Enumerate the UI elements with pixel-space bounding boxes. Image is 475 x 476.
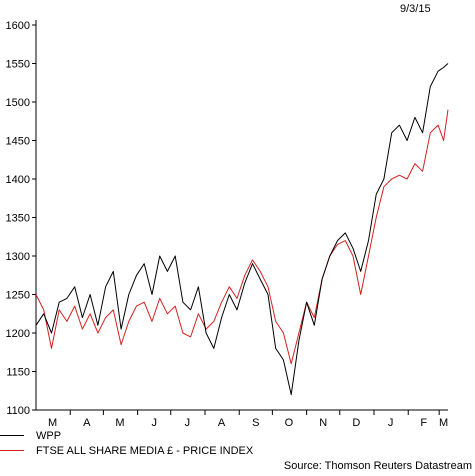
series-lines [35,63,449,396]
series-line-ftse [35,109,449,365]
legend-label-ftse: FTSE ALL SHARE MEDIA £ - PRICE INDEX [36,444,254,457]
x-tick-label: D [352,417,360,429]
y-tick-label: 1300 [6,251,30,263]
x-tick-label: O [285,417,294,429]
date-label: 9/3/15 [400,3,431,15]
y-tick-label: 1100 [6,405,30,417]
y-tick-label: 1450 [6,136,30,148]
x-tick-label: J [185,417,191,429]
y-tick-label: 1350 [6,213,30,225]
x-tick-label: A [83,417,91,429]
x-tick-label: J [151,417,157,429]
y-tick-label: 1150 [6,367,30,379]
y-tick-label: 1600 [6,20,30,32]
legend-item-ftse: FTSE ALL SHARE MEDIA £ - PRICE INDEX [0,443,253,458]
y-tick-label: 1500 [6,97,30,109]
legend: WPP FTSE ALL SHARE MEDIA £ - PRICE INDEX [0,428,253,458]
x-tick-label: M [115,417,124,429]
x-tick-label: J [388,417,394,429]
y-tick-label: 1400 [6,174,30,186]
source-note: Source: Thomson Reuters Datastream [283,460,472,472]
legend-label-wpp: WPP [36,429,62,442]
series-line-wpp [35,63,449,396]
x-tick-label: F [420,417,427,429]
x-tick-label: M [439,417,448,429]
legend-swatch-wpp [0,435,24,436]
x-tick-label: N [319,417,327,429]
legend-item-wpp: WPP [0,428,253,443]
x-tick-label: A [218,417,226,429]
y-tick-label: 1200 [6,328,30,340]
y-tick-label: 1250 [6,290,30,302]
x-tick-label: S [252,417,259,429]
y-axis: 1100 1150 1200 1250 1300 1350 1400 1450 1500 1550… [6,20,37,417]
x-tick-label: M [48,417,57,429]
legend-swatch-ftse [0,450,24,451]
y-tick-label: 1550 [6,59,30,71]
